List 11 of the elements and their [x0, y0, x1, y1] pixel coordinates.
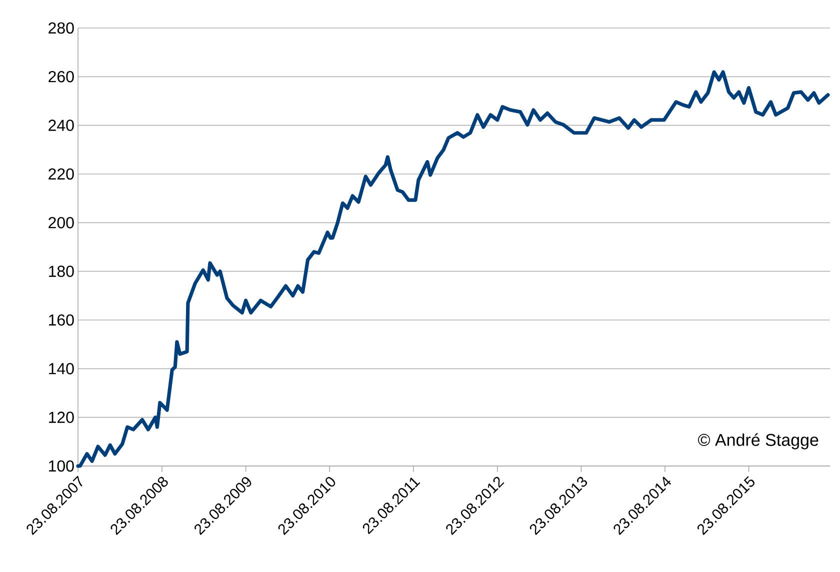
y-tick-label: 280 — [48, 22, 74, 34]
annotation: © André Stagge — [698, 433, 818, 450]
y-tick-label: 120 — [49, 412, 74, 423]
y-tick-label: 160 — [49, 314, 74, 326]
y-tick-label: 100 — [49, 460, 74, 472]
y-tick-label: 220 — [48, 168, 74, 180]
y-tick-label: 260 — [48, 71, 74, 82]
y-tick-label: 240 — [48, 120, 74, 131]
y-tick-label: 180 — [49, 266, 74, 277]
y-tick-label: 140 — [49, 363, 74, 374]
y-tick-label: 200 — [48, 217, 74, 228]
